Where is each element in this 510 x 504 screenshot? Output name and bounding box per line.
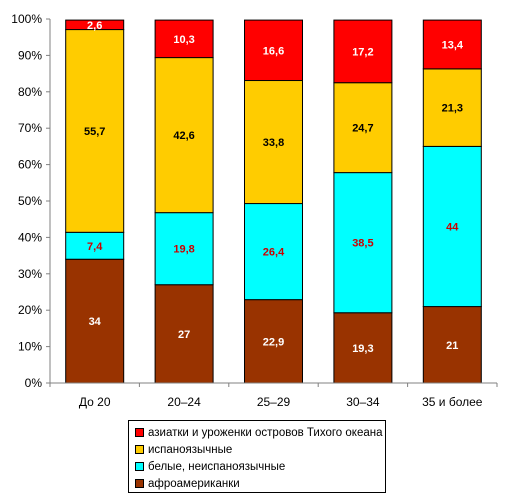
legend-swatch-african-american <box>135 479 144 488</box>
data-label: 2,6 <box>87 20 102 32</box>
bar-segment <box>333 312 393 384</box>
data-label: 33,8 <box>263 137 284 149</box>
bar-segment <box>422 19 482 70</box>
bar-segment <box>244 203 303 301</box>
legend-label-hispanic: испаноязычные <box>148 443 233 456</box>
bar-segment <box>422 145 482 308</box>
legend-item-african-american: афроамериканки <box>135 475 385 492</box>
data-label: 10,3 <box>173 34 194 46</box>
bar-segment <box>422 68 482 147</box>
x-axis: До 20 20–24 25–29 30–34 35 и более <box>49 382 498 409</box>
data-label: 34 <box>89 316 102 328</box>
bar-segment <box>154 57 214 214</box>
legend-swatch-white <box>135 462 144 471</box>
data-label: 17,2 <box>352 46 373 58</box>
data-label: 19,8 <box>173 244 194 256</box>
bar-segment <box>65 231 125 260</box>
y-tick-label: 60% <box>18 158 42 172</box>
data-label: 22,9 <box>263 336 284 348</box>
legend-item-hispanic: испаноязычные <box>135 441 385 458</box>
legend-label-white: белые, неиспаноязычные <box>148 460 286 473</box>
bar-segment <box>244 80 303 205</box>
legend-swatch-hispanic <box>135 445 144 454</box>
y-tick-label: 90% <box>18 48 42 62</box>
data-label: 21,3 <box>442 103 463 115</box>
x-category-label: 35 и более <box>422 395 483 409</box>
data-label: 26,4 <box>263 247 285 259</box>
x-category-label: До 20 <box>79 395 111 409</box>
bar-segment <box>244 299 303 384</box>
legend-swatch-asian <box>135 428 144 437</box>
legend-item-white: белые, неиспаноязычные <box>135 458 385 475</box>
y-tick-label: 20% <box>18 303 42 317</box>
y-tick-label: 40% <box>18 230 42 244</box>
data-label: 38,5 <box>352 238 373 250</box>
y-tick-label: 70% <box>18 121 42 135</box>
bar-segment <box>154 284 214 384</box>
legend: азиатки и уроженки островов Тихого океан… <box>128 420 386 493</box>
data-label: 55,7 <box>84 126 105 138</box>
data-label: 7,4 <box>87 241 103 253</box>
data-label: 19,3 <box>352 343 373 355</box>
data-label: 42,6 <box>173 130 194 142</box>
y-tick-label: 30% <box>18 267 42 281</box>
legend-label-asian: азиатки и уроженки островов Тихого океан… <box>148 426 383 439</box>
bar-segment <box>154 19 214 59</box>
data-label: 24,7 <box>352 123 373 135</box>
y-tick-label: 0% <box>25 376 43 390</box>
bar-segment <box>333 19 393 84</box>
bar-segment <box>422 306 482 384</box>
data-label: 44 <box>446 221 459 233</box>
legend-item-asian: азиатки и уроженки островов Тихого океан… <box>135 424 385 441</box>
bar-segment <box>333 82 393 174</box>
bar-segment <box>244 19 303 82</box>
legend-label-african-american: афроамериканки <box>148 477 240 490</box>
data-label: 27 <box>178 329 190 341</box>
x-category-label: 25–29 <box>257 395 291 409</box>
data-label: 16,6 <box>263 45 284 57</box>
bar-segment <box>65 19 125 31</box>
bar-segment <box>154 212 214 286</box>
x-category-label: 30–34 <box>346 395 380 409</box>
bar-segment <box>65 29 125 233</box>
bars: 34 7,4 55,7 2,6 27 19,8 42,6 10,3 22,9 26,4 33,8 16… <box>65 19 482 384</box>
y-tick-label: 80% <box>18 85 42 99</box>
bar-segment <box>65 258 125 384</box>
data-label: 13,4 <box>442 39 464 51</box>
y-tick-label: 100% <box>11 12 42 26</box>
y-axis: 0% 10% 20% 30% 40% 50% 60% 70% 80% 90% 100% <box>11 12 51 390</box>
y-tick-label: 50% <box>18 194 42 208</box>
x-category-label: 20–24 <box>167 395 201 409</box>
y-tick-label: 10% <box>18 340 42 354</box>
data-label: 21 <box>446 340 458 352</box>
